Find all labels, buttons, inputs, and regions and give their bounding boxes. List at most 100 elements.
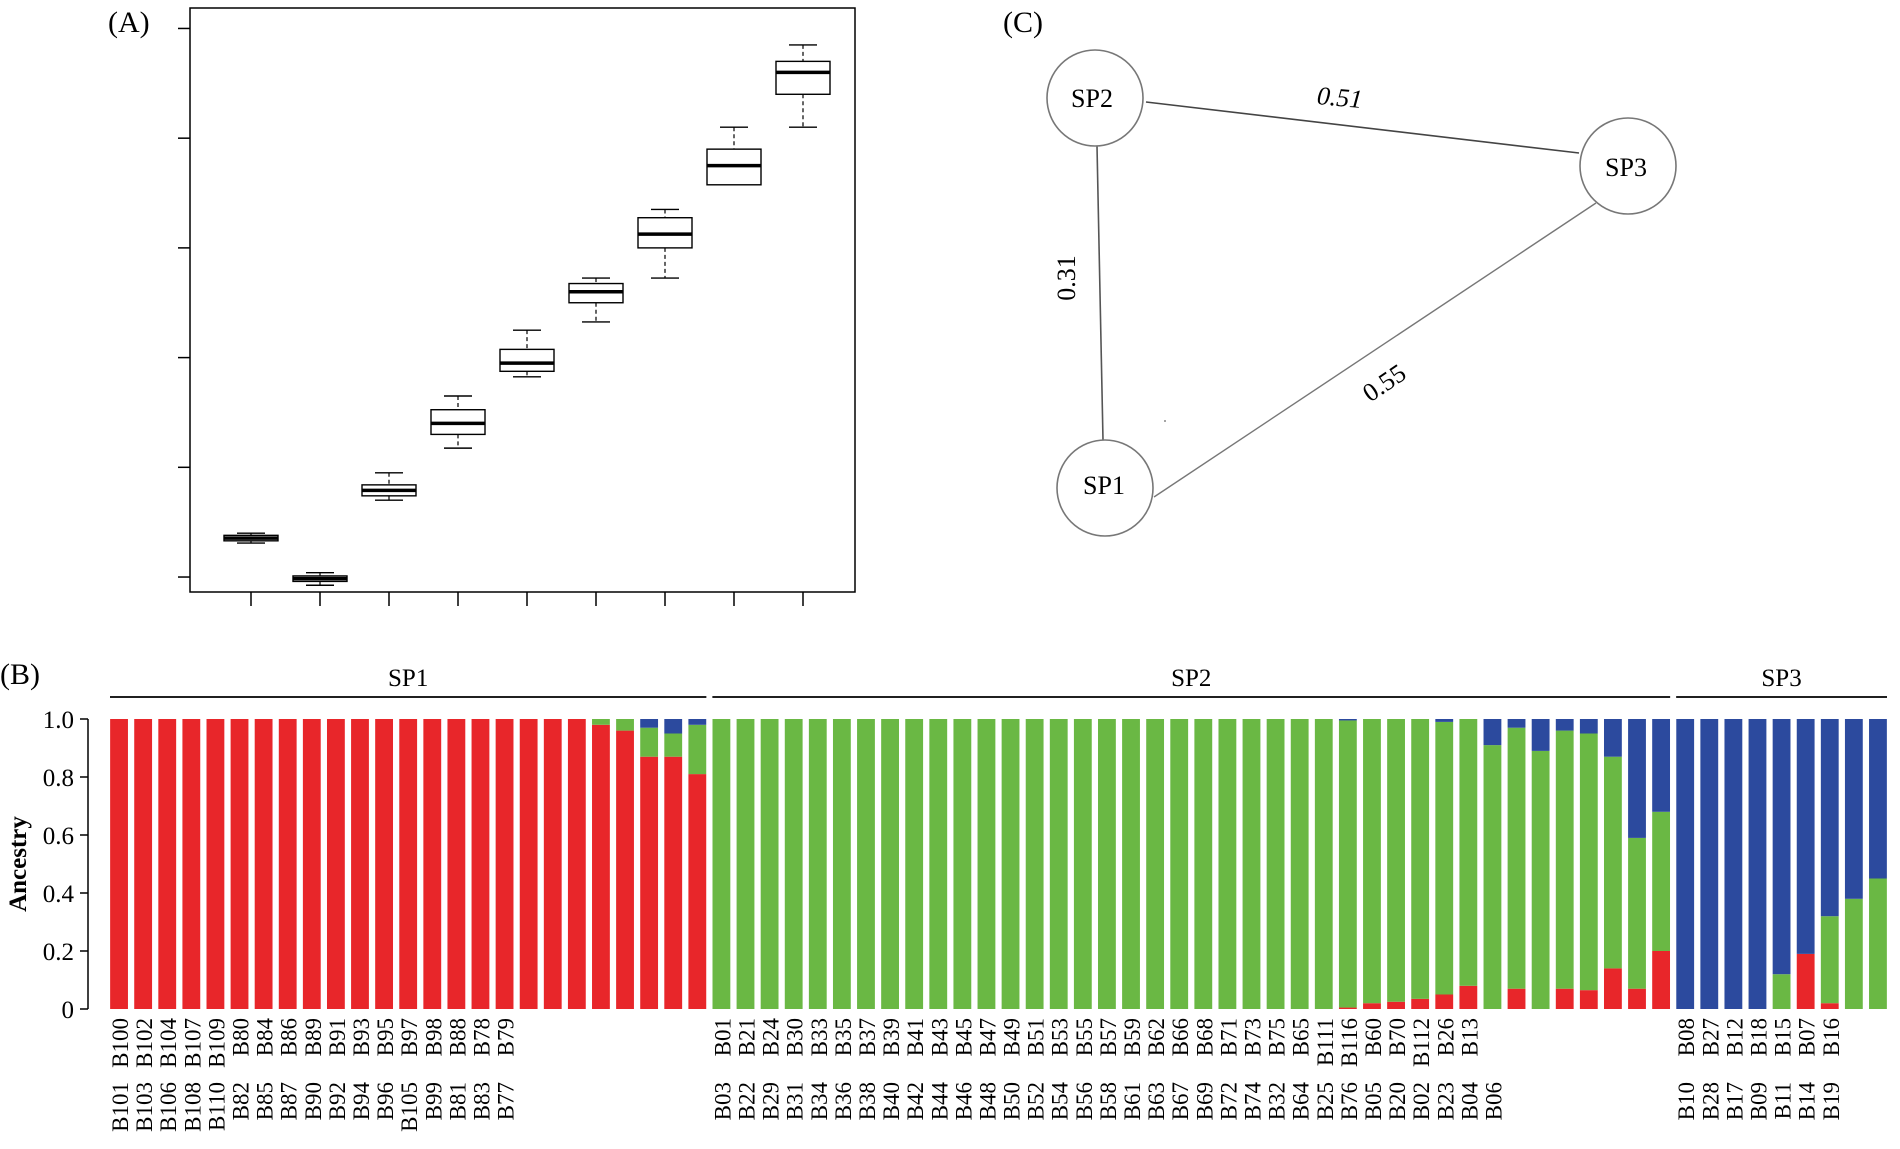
bar-segment-sp1: [351, 719, 369, 1009]
bar-segment-sp1: [254, 719, 273, 1009]
bar-segment-sp3: [640, 719, 659, 728]
bar-segment-sp2: [1459, 719, 1478, 986]
ancestry-bar: [1483, 719, 1502, 1009]
sample-label: B89: [301, 1018, 326, 1056]
sample-label: B06: [1481, 1082, 1506, 1120]
panel-label-a: (A): [108, 6, 150, 39]
sample-label: B41: [903, 1018, 928, 1056]
sample-label: B109: [204, 1018, 229, 1068]
ancestry-bar: [1146, 719, 1165, 1009]
panel-label-b: (B): [0, 658, 40, 691]
ancestry-bar: [592, 719, 610, 1009]
bar-segment-sp3: [688, 719, 707, 725]
sample-label: B12: [1722, 1018, 1747, 1056]
ancestry-bar: [905, 719, 924, 1009]
sample-label: B111: [1313, 1018, 1338, 1066]
sample-label: B11: [1771, 1082, 1796, 1120]
y-tick-label: 1.0: [43, 707, 74, 734]
sample-label: B64: [1289, 1082, 1314, 1121]
sample-label: B02: [1409, 1082, 1434, 1120]
sample-label: B25: [1313, 1082, 1338, 1120]
box-group: [637, 208, 693, 279]
sample-label: B92: [325, 1082, 350, 1120]
ancestry-bar: [1314, 719, 1333, 1009]
sample-label: B104: [156, 1018, 181, 1068]
bar-segment-sp1: [567, 719, 586, 1009]
bar-segment-sp2: [1242, 719, 1261, 1009]
bar-segment-sp2: [736, 719, 755, 1009]
y-tick-label: 0.8: [43, 765, 74, 792]
box-iqr: [775, 60, 831, 95]
ancestry-bar: [302, 719, 321, 1009]
sample-label: B76: [1337, 1082, 1362, 1120]
ancestry-bars: [110, 719, 1887, 1009]
sample-label: B90: [301, 1082, 326, 1120]
bar-segment-sp1: [1555, 988, 1574, 1009]
sample-label: B102: [132, 1018, 157, 1068]
sample-label: B09: [1746, 1082, 1771, 1120]
ancestry-bar: [1459, 719, 1478, 1009]
bar-segment-sp3: [1555, 719, 1574, 731]
ancestry-bar: [471, 719, 490, 1009]
sample-label: B21: [735, 1018, 760, 1056]
ancestry-bar: [423, 719, 442, 1009]
ancestry-bar: [1218, 719, 1237, 1009]
sample-label: B14: [1795, 1082, 1820, 1121]
bar-segment-sp1: [688, 774, 707, 1009]
bar-segment-sp2: [1531, 750, 1550, 1009]
ancestry-bar: [1290, 719, 1309, 1009]
sample-label: B08: [1674, 1018, 1699, 1056]
ancestry-bar: [832, 719, 851, 1009]
ancestry-bar: [1555, 719, 1574, 1009]
sample-label: B56: [1072, 1082, 1097, 1120]
bar-segment-sp1: [640, 756, 659, 1009]
sample-label: B97: [397, 1018, 422, 1056]
sample-label: B07: [1795, 1018, 1820, 1056]
sample-label: B86: [277, 1018, 302, 1056]
sample-label: B03: [710, 1082, 735, 1120]
bar-segment-sp3: [1869, 719, 1887, 879]
sample-label: B100: [108, 1018, 133, 1068]
sample-label: B54: [1048, 1082, 1073, 1121]
sample-label: B57: [1096, 1018, 1121, 1056]
sample-label: B45: [951, 1018, 976, 1056]
ancestry-bar: [230, 719, 249, 1009]
sample-label: B05: [1361, 1082, 1386, 1120]
bar-segment-sp2: [1869, 878, 1887, 1009]
node-sp2: [1046, 49, 1144, 147]
bar-segment-sp1: [110, 719, 128, 1009]
node-sp3: [1579, 117, 1677, 215]
bar-segment-sp2: [1290, 719, 1309, 1009]
bar-segment-sp2: [1579, 733, 1598, 991]
box-group: [775, 44, 831, 128]
ancestry-bar: [447, 719, 466, 1009]
bar-segment-sp3: [1724, 719, 1743, 1009]
bar-segment-sp1: [592, 724, 610, 1009]
bar-segment-sp2: [1652, 811, 1671, 951]
sample-label: B71: [1216, 1018, 1241, 1056]
bar-segment-sp2: [832, 719, 851, 1009]
bar-segment-sp3: [664, 719, 683, 734]
ancestry-bar: [1748, 719, 1767, 1009]
bar-segment-sp2: [1194, 719, 1213, 1009]
ancestry-bar: [1122, 719, 1140, 1009]
ancestry-bar: [1435, 719, 1454, 1009]
sample-label: B87: [277, 1082, 302, 1120]
edge-label-sp2-sp1: 0.31: [1052, 255, 1081, 301]
boxplot-axes: [178, 27, 804, 606]
bar-segment-sp2: [808, 719, 827, 1009]
network-panel: SP2 SP3 SP1 0.51 0.31 0.55: [1046, 49, 1677, 537]
sample-label: B91: [325, 1018, 350, 1056]
bar-segment-sp1: [1338, 1007, 1357, 1009]
ancestry-bar: [688, 719, 707, 1009]
bar-segment-sp2: [1049, 719, 1068, 1009]
bar-segment-sp1: [616, 730, 634, 1009]
sample-label: B66: [1168, 1018, 1193, 1056]
ancestry-bar: [543, 719, 562, 1009]
bar-segment-sp2: [1628, 837, 1646, 989]
bar-segment-sp2: [977, 719, 996, 1009]
ancestry-bar: [1844, 719, 1863, 1009]
bar-segment-sp2: [688, 724, 707, 775]
bar-segment-sp2: [1411, 719, 1430, 999]
